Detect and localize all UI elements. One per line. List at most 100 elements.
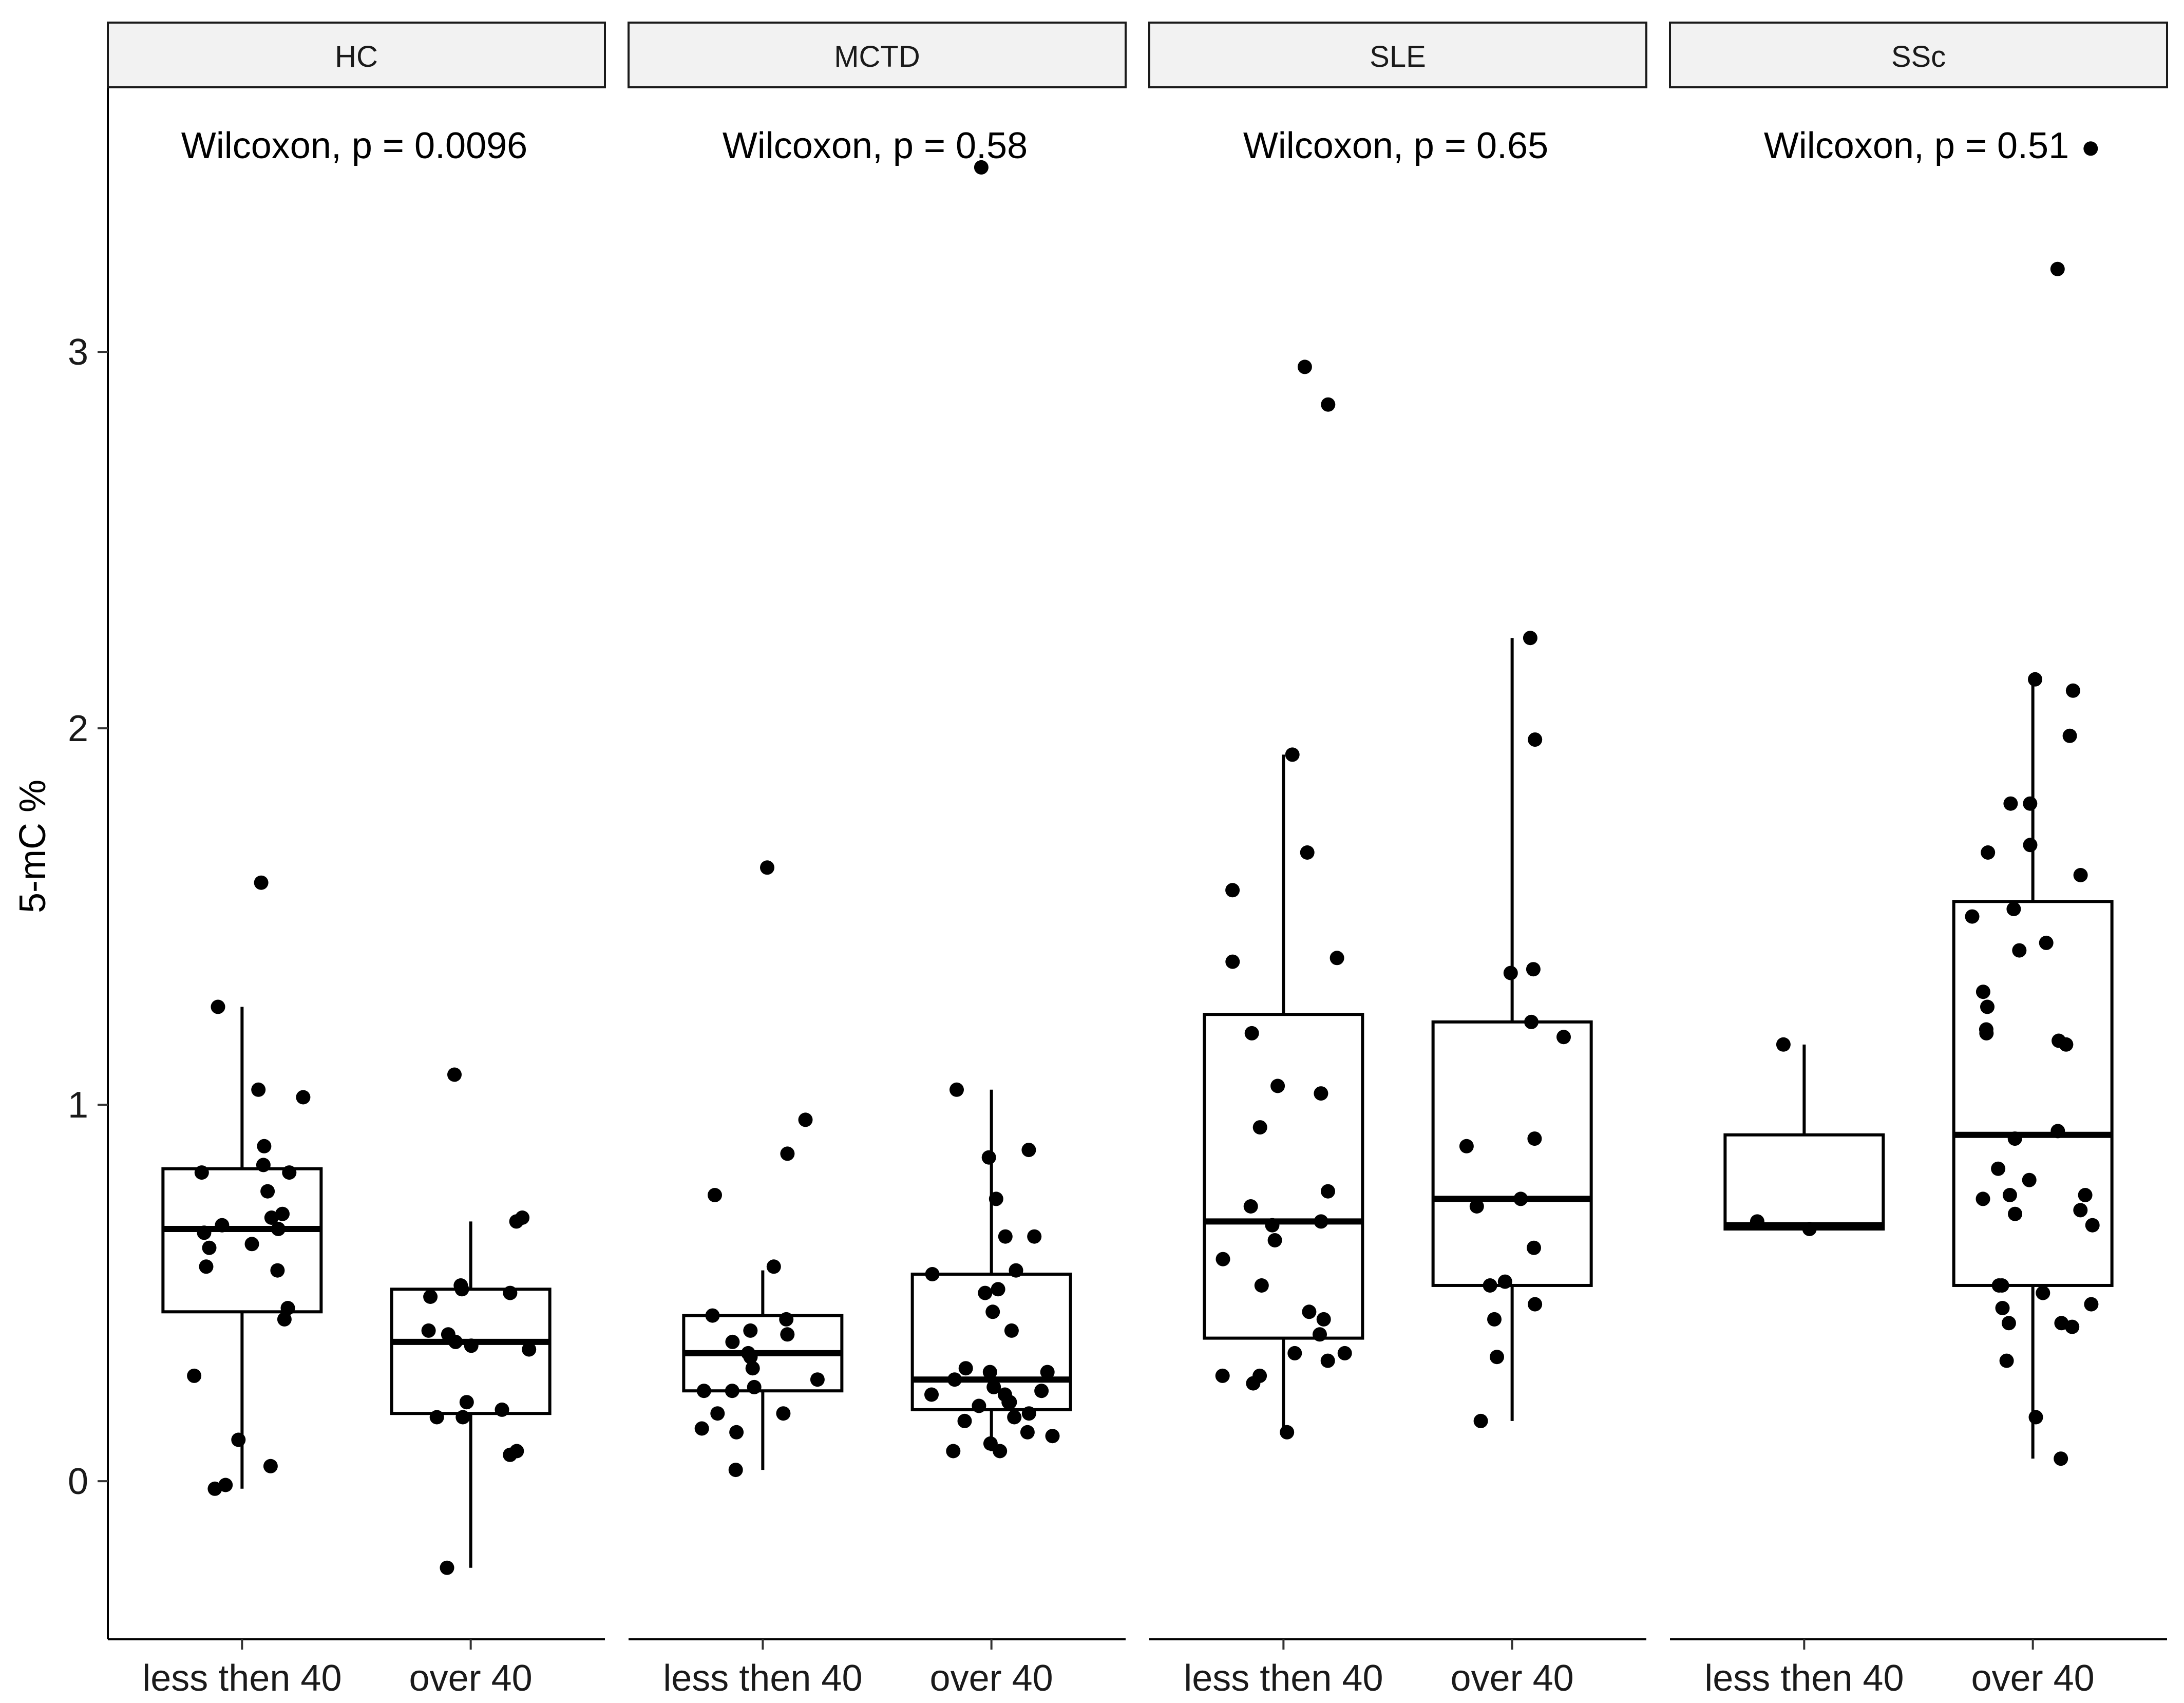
iqr-box: [1952, 900, 2114, 1287]
data-point: [986, 1379, 1001, 1394]
wilcoxon-annotation: Wilcoxon, p = 0.65: [1243, 125, 1548, 166]
data-point: [1469, 1199, 1484, 1214]
data-point: [2036, 1285, 2050, 1300]
data-point: [780, 1327, 795, 1342]
data-point: [1523, 631, 1537, 646]
data-point: [947, 1372, 962, 1387]
data-point: [998, 1229, 1013, 1244]
data-point: [421, 1323, 436, 1338]
x-tick-label: over 40: [1971, 1658, 2095, 1699]
data-point: [776, 1406, 791, 1421]
data-point: [989, 1191, 1003, 1206]
data-point: [2007, 1131, 2022, 1146]
data-point: [1527, 1240, 1541, 1255]
data-point: [780, 1146, 795, 1161]
data-point: [1007, 1410, 1022, 1425]
data-point: [1556, 1030, 1571, 1045]
data-point: [1285, 747, 1300, 762]
data-point: [244, 1237, 259, 1252]
data-point: [271, 1222, 286, 1236]
data-point: [207, 1481, 222, 1496]
data-point: [985, 1304, 1000, 1319]
data-point: [974, 160, 989, 175]
data-point: [1034, 1384, 1049, 1398]
data-point: [1020, 1425, 1035, 1440]
data-point: [708, 1188, 722, 1202]
data-point: [2012, 943, 2027, 958]
data-point: [1513, 1191, 1528, 1206]
facet-panels: HC Wilcoxon, p = 0.0096 less then 40 over 4…: [107, 22, 2168, 1699]
data-point: [1965, 909, 1980, 924]
data-point: [705, 1308, 720, 1323]
data-point: [1526, 962, 1541, 977]
data-point: [2073, 868, 2088, 882]
data-point: [743, 1323, 758, 1338]
data-point: [1321, 1184, 1335, 1199]
data-point: [187, 1368, 202, 1383]
data-point: [1330, 951, 1344, 966]
iqr-box: [1431, 1020, 1593, 1287]
y-tick-label: 2: [68, 708, 88, 749]
data-point: [747, 1379, 762, 1394]
data-point: [1027, 1229, 1042, 1244]
data-point: [1021, 1406, 1036, 1421]
data-point: [1302, 1304, 1317, 1319]
data-point: [925, 1267, 940, 1281]
wilcoxon-annotation: Wilcoxon, p = 0.0096: [181, 125, 527, 166]
data-point: [1287, 1346, 1302, 1360]
data-point: [455, 1410, 470, 1425]
facet-panel-hc: HC Wilcoxon, p = 0.0096 less then 40 over 4…: [107, 22, 606, 1699]
data-point: [1979, 1026, 1994, 1040]
data-point: [522, 1342, 537, 1357]
data-point: [509, 1214, 524, 1229]
data-point: [2001, 1316, 2016, 1331]
data-point: [946, 1444, 961, 1459]
facet-panel-ssc: SSc Wilcoxon, p = 0.51 less then 40 over 40: [1669, 22, 2168, 1699]
data-point: [1002, 1395, 1017, 1410]
data-point: [766, 1259, 781, 1274]
data-point: [2073, 1203, 2088, 1218]
data-point: [1265, 1218, 1280, 1233]
data-point: [429, 1410, 444, 1425]
x-tick-label: over 40: [930, 1658, 1053, 1699]
data-point: [1040, 1365, 1055, 1379]
data-point: [978, 1285, 993, 1300]
box-group: over 40: [1952, 141, 2114, 1699]
box-group: over 40: [390, 1067, 552, 1699]
data-point: [1527, 1131, 1542, 1146]
data-point: [282, 1165, 297, 1180]
data-point: [2002, 1188, 2017, 1202]
data-point: [1225, 883, 1240, 898]
data-point: [1528, 732, 1543, 747]
data-point: [448, 1334, 463, 1349]
wilcoxon-annotation: Wilcoxon, p = 0.51: [1764, 125, 2069, 166]
data-point: [1244, 1026, 1259, 1040]
data-point: [197, 1225, 212, 1240]
data-point: [1991, 1161, 2006, 1176]
data-point: [1524, 1014, 1539, 1029]
data-point: [2052, 1033, 2066, 1048]
data-point: [1802, 1222, 1817, 1236]
data-point: [1254, 1278, 1269, 1293]
data-point: [2008, 1206, 2022, 1221]
data-point: [694, 1421, 709, 1436]
data-point: [256, 1158, 271, 1172]
data-point: [270, 1263, 285, 1278]
data-point: [982, 1365, 997, 1379]
data-point: [2003, 796, 2018, 811]
data-point: [696, 1384, 711, 1398]
data-point: [2062, 728, 2077, 743]
data-point: [211, 999, 225, 1014]
data-point: [264, 1210, 279, 1225]
data-point: [810, 1372, 825, 1387]
data-point: [2006, 902, 2021, 916]
y-tick-label: 1: [68, 1085, 88, 1126]
data-point: [725, 1384, 739, 1398]
data-point: [1045, 1429, 1060, 1444]
data-point: [503, 1447, 518, 1462]
data-point: [1300, 845, 1315, 860]
data-point: [251, 1082, 266, 1097]
data-point: [199, 1259, 214, 1274]
data-point: [194, 1165, 209, 1180]
